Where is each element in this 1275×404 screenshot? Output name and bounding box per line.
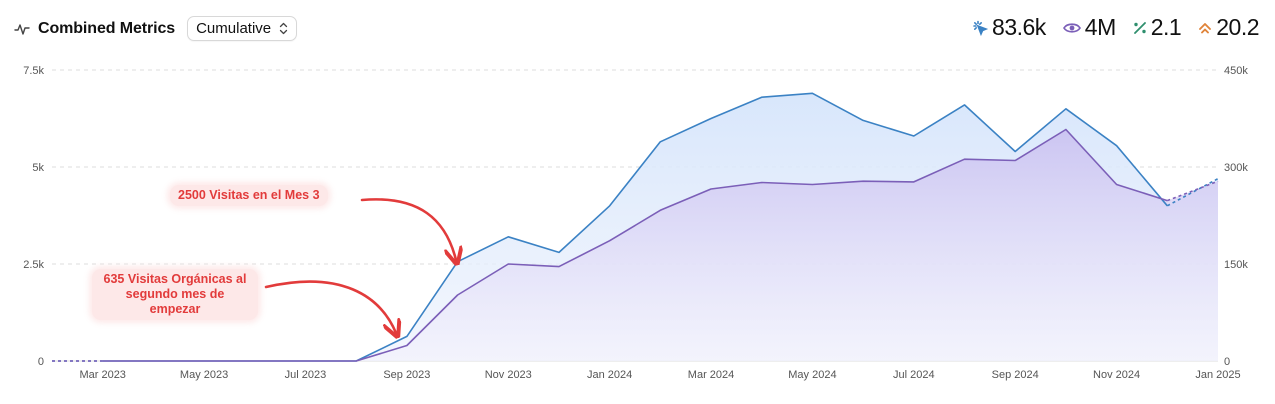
series-2-area	[52, 129, 1218, 361]
x-tick-label: Nov 2023	[485, 369, 532, 381]
chart-header: Combined Metrics Cumulative 83.6k 4M	[0, 0, 1275, 56]
annotation-month3: 2500 Visitas en el Mes 3	[170, 185, 328, 206]
activity-icon	[14, 23, 30, 35]
y-left-tick-label: 5k	[32, 162, 44, 174]
axis-labels: 0 2.5k 5k 7.5k 0 150k 300k 450k Mar 2023 May 2023…	[23, 65, 1248, 381]
chevron-up-down-icon	[279, 22, 288, 35]
y-left-tick-label: 2.5k	[23, 259, 44, 271]
series-2-line	[102, 128, 1168, 362]
clicks-icon	[973, 20, 989, 36]
aggregation-select[interactable]: Cumulative	[187, 16, 298, 41]
metric-ctr[interactable]: 2.1	[1132, 14, 1182, 41]
x-tick-label: Jan 2025	[1195, 369, 1240, 381]
metric-position[interactable]: 20.2	[1197, 14, 1259, 41]
y-left-tick-label: 7.5k	[23, 65, 44, 77]
x-tick-label: Sep 2024	[992, 369, 1039, 381]
x-tick-label: Nov 2024	[1093, 369, 1140, 381]
x-tick-label: Mar 2024	[688, 369, 734, 381]
annotation-arrow-month3	[360, 198, 456, 260]
x-tick-label: Jul 2023	[285, 369, 327, 381]
aggregation-select-value: Cumulative	[196, 20, 272, 37]
y-right-tick-label: 150k	[1224, 259, 1248, 271]
annotation-arrows	[264, 198, 456, 333]
series-lines	[52, 92, 1219, 362]
metric-impressions[interactable]: 4M	[1062, 14, 1116, 41]
x-tick-label: Jan 2024	[587, 369, 632, 381]
x-tick-label: May 2023	[180, 369, 228, 381]
area-fills	[52, 93, 1218, 362]
annotation-arrow-month2	[264, 280, 396, 333]
y-right-tick-label: 0	[1224, 356, 1230, 368]
annotation-month2: 635 Visitas Orgánicas al segundo mes de …	[92, 269, 258, 320]
eye-icon	[1062, 22, 1081, 33]
metric-clicks[interactable]: 83.6k	[971, 14, 1046, 41]
y-right-tick-label: 450k	[1224, 65, 1248, 77]
x-tick-label: Mar 2023	[79, 369, 125, 381]
title-group: Combined Metrics Cumulative	[14, 16, 298, 41]
y-left-tick-label: 0	[38, 356, 44, 368]
x-tick-label: Jul 2024	[893, 369, 935, 381]
position-icon	[1199, 22, 1212, 33]
metric-impressions-value: 4M	[1084, 14, 1116, 40]
metric-ctr-value: 2.1	[1150, 14, 1182, 40]
y-right-tick-label: 300k	[1224, 162, 1248, 174]
metric-position-value: 20.2	[1216, 14, 1259, 40]
metrics-summary: 83.6k 4M 2.1 20.2	[971, 14, 1259, 41]
chart-title: Combined Metrics	[38, 19, 176, 37]
x-tick-label: Sep 2023	[383, 369, 430, 381]
x-tick-label: May 2024	[788, 369, 836, 381]
percent-icon	[1133, 21, 1146, 34]
metric-clicks-value: 83.6k	[992, 14, 1046, 40]
